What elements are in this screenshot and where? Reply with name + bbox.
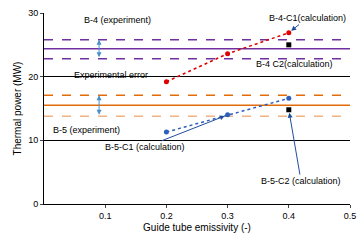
svg-text:Thermal power (MW): Thermal power (MW) bbox=[12, 62, 23, 156]
svg-text:Guide tube emissivity (-): Guide tube emissivity (-) bbox=[143, 222, 251, 233]
svg-text:20: 20 bbox=[28, 72, 38, 82]
svg-text:0: 0 bbox=[33, 199, 38, 209]
svg-text:0.2: 0.2 bbox=[160, 211, 173, 221]
svg-text:0.3: 0.3 bbox=[221, 211, 234, 221]
svg-text:B-5-C2 (calculation): B-5-C2 (calculation) bbox=[261, 176, 341, 186]
svg-text:Experimental error: Experimental error bbox=[74, 70, 148, 80]
svg-text:0.1: 0.1 bbox=[99, 211, 112, 221]
svg-text:0.5: 0.5 bbox=[344, 211, 357, 221]
svg-text:B-4 C2(calculation): B-4 C2(calculation) bbox=[256, 59, 333, 69]
svg-text:10: 10 bbox=[28, 135, 38, 145]
svg-text:B-5 (experiment): B-5 (experiment) bbox=[53, 125, 120, 135]
svg-text:B-5-C1 (calculation): B-5-C1 (calculation) bbox=[105, 142, 185, 152]
svg-text:B-4 (experiment): B-4 (experiment) bbox=[84, 15, 151, 25]
svg-text:0.4: 0.4 bbox=[283, 211, 296, 221]
svg-text:30: 30 bbox=[28, 8, 38, 18]
svg-text:B-4-C1(calculation): B-4-C1(calculation) bbox=[269, 13, 346, 23]
